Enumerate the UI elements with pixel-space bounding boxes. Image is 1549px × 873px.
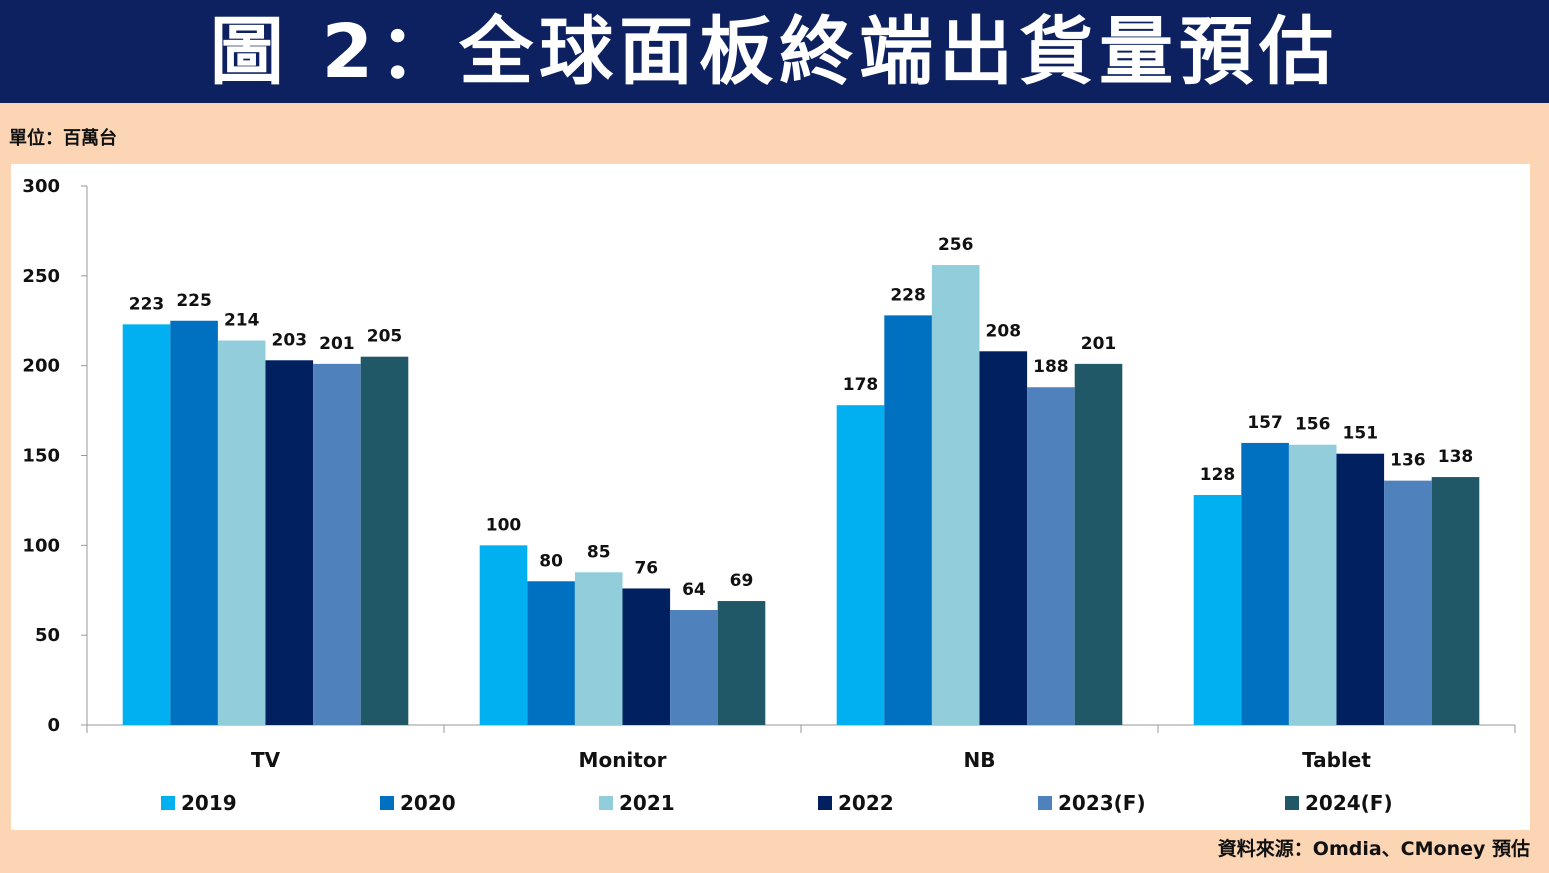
bar — [217, 340, 266, 725]
bar — [122, 324, 171, 725]
bar — [979, 351, 1028, 725]
y-tick-label: 200 — [22, 356, 60, 377]
y-tick-label: 0 — [47, 715, 60, 736]
data-label: 85 — [587, 542, 611, 562]
y-tick-label: 250 — [22, 266, 60, 287]
y-tick-label: 300 — [22, 176, 60, 197]
data-label: 214 — [224, 311, 260, 331]
data-label: 100 — [486, 515, 522, 535]
bar — [170, 320, 218, 725]
bar — [1384, 480, 1432, 725]
bar — [479, 545, 528, 725]
data-label: 256 — [938, 235, 974, 255]
data-label: 225 — [176, 291, 212, 311]
title-bar: 圖 2：全球面板終端出貨量預估 — [0, 0, 1549, 103]
category-label: TV — [251, 748, 281, 772]
chart-title: 圖 2：全球面板終端出貨量預估 — [209, 8, 1340, 95]
legend-label: 2021 — [619, 791, 675, 815]
legend-swatch — [380, 796, 394, 810]
legend-label: 2020 — [400, 791, 456, 815]
bar — [717, 601, 766, 725]
bar-chart: 0 50 100 150 200 250 300 223 225 214 203 201 205 TV 10… — [22, 176, 1516, 815]
legend-label: 2024(F) — [1305, 791, 1393, 815]
legend-swatch — [599, 796, 613, 810]
bar — [313, 363, 361, 725]
data-label: 69 — [730, 571, 754, 591]
bar — [1074, 363, 1123, 725]
legend-swatch — [818, 796, 832, 810]
category-label: NB — [964, 748, 996, 772]
bar — [1027, 387, 1075, 725]
data-label: 203 — [272, 330, 308, 350]
unit-label: 單位：百萬台 — [9, 128, 117, 149]
data-label: 128 — [1200, 465, 1236, 485]
bar — [1241, 442, 1289, 725]
legend-label: 2022 — [838, 791, 894, 815]
bar — [836, 405, 885, 725]
legend-label: 2019 — [181, 791, 237, 815]
bar — [1336, 453, 1385, 725]
y-tick-label: 100 — [22, 535, 60, 556]
bar — [574, 572, 623, 725]
bar — [622, 588, 671, 725]
data-label: 178 — [843, 375, 879, 395]
data-label: 138 — [1438, 447, 1474, 467]
bar — [1193, 495, 1242, 725]
data-label: 156 — [1295, 415, 1331, 435]
y-tick-label: 150 — [22, 446, 60, 467]
legend-swatch — [1038, 796, 1052, 810]
data-label: 64 — [682, 580, 706, 600]
bar — [670, 610, 718, 725]
bar — [931, 265, 980, 725]
legend-label: 2023(F) — [1058, 791, 1146, 815]
data-label: 76 — [634, 558, 658, 578]
bar — [884, 315, 932, 725]
category-label: Tablet — [1302, 748, 1371, 772]
data-label: 201 — [319, 334, 355, 354]
bar — [265, 360, 314, 725]
data-label: 157 — [1247, 413, 1283, 433]
plot-panel: 0 50 100 150 200 250 300 223 225 214 203 201 205 TV 10… — [11, 164, 1530, 830]
data-label: 223 — [129, 294, 165, 314]
legend-swatch — [1285, 796, 1299, 810]
bar — [527, 581, 575, 725]
data-label: 136 — [1390, 451, 1426, 471]
data-label: 201 — [1081, 334, 1117, 354]
data-label: 208 — [986, 321, 1022, 341]
data-label: 228 — [890, 285, 926, 305]
category-label: Monitor — [579, 748, 667, 772]
bar — [1288, 444, 1337, 725]
data-label: 151 — [1343, 424, 1379, 444]
y-tick-label: 50 — [35, 625, 60, 646]
source-label: 資料來源：Omdia、CMoney 預估 — [1217, 838, 1530, 860]
data-label: 205 — [367, 327, 403, 347]
data-label: 188 — [1033, 357, 1069, 377]
bar — [1431, 477, 1480, 725]
bar — [360, 356, 409, 725]
data-label: 80 — [539, 551, 563, 571]
legend-swatch — [161, 796, 175, 810]
